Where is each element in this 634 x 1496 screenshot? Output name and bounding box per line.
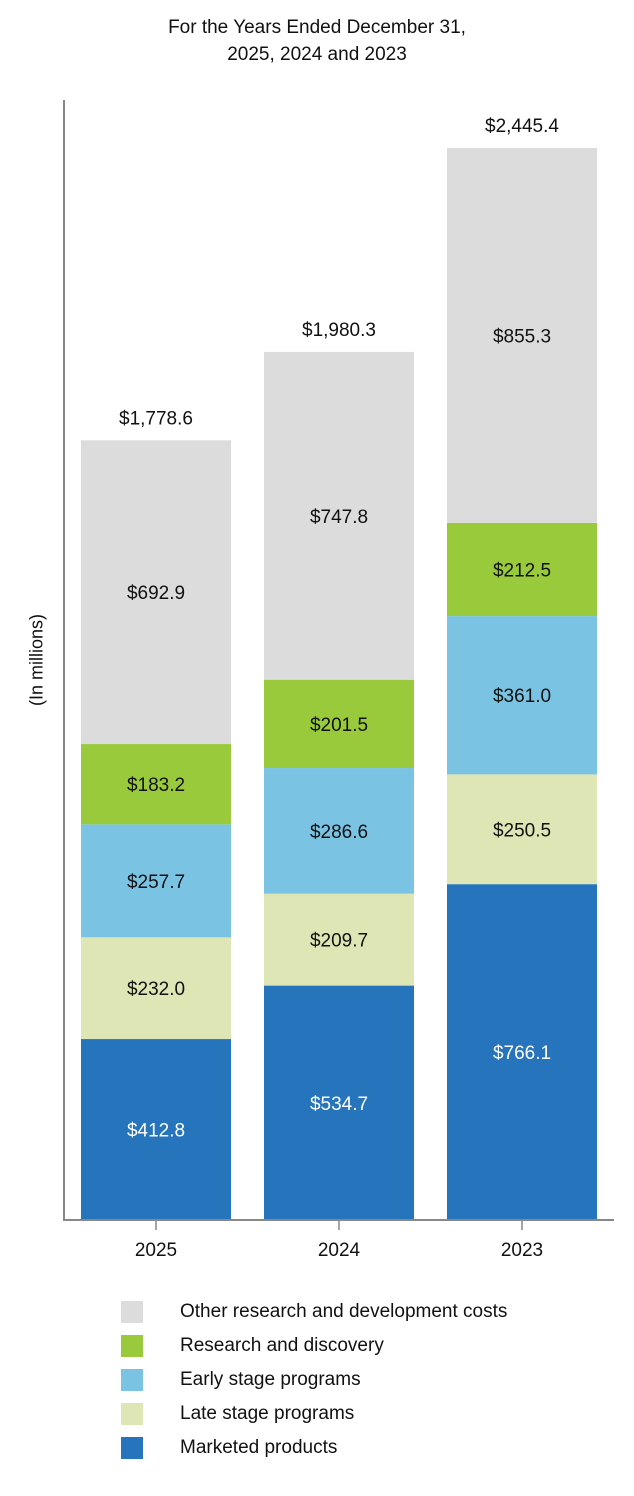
segment-value-label: $412.8 [127,1121,185,1142]
bar-segment [264,985,414,1220]
bar-segment [81,824,231,938]
x-tick-label: 2025 [135,1240,177,1261]
segment-value-label: $212.5 [493,561,551,582]
segment-value-label: $209.7 [310,931,368,952]
legend-label: Late stage programs [180,1403,355,1424]
bar-segment [447,884,597,1220]
segment-value-label: $183.2 [127,775,185,796]
legend-label: Research and discovery [180,1335,384,1356]
bar-segment [447,522,597,617]
bar-segment [264,679,414,769]
bar-segment [264,351,414,680]
x-tick-label: 2024 [318,1240,361,1261]
segment-value-label: $257.7 [127,872,185,893]
bar-segment [447,774,597,885]
chart-title: For the Years Ended December 31, [168,17,466,38]
bar-total-label: $1,778.6 [119,408,193,429]
segment-value-label: $766.1 [493,1043,551,1064]
segment-value-label: $361.0 [493,686,551,707]
x-tick-label: 2023 [501,1240,543,1261]
segment-value-label: $250.5 [493,820,551,841]
legend-label: Marketed products [180,1437,338,1458]
bar-segment [447,148,597,523]
bar-segment [264,893,414,986]
segment-value-label: $286.6 [310,822,368,843]
chart-title-block: For the Years Ended December 31, 2025, 2… [0,14,634,68]
bar-segment [81,440,231,745]
chart-subtitle: 2025, 2024 and 2023 [227,44,407,65]
legend-label: Other research and development costs [180,1301,508,1322]
legend-swatch [121,1301,143,1323]
segment-value-label: $232.0 [127,979,185,1000]
segment-value-label: $855.3 [493,326,551,347]
bar-segment [264,768,414,894]
legend-swatch [121,1437,143,1459]
bar-segment [81,744,231,825]
segment-value-label: $201.5 [310,715,368,736]
stacked-bar-chart: $412.8 $232.0 $257.7 $183.2 $692.9 $1,778.6 20… [63,100,614,1261]
legend-swatch [121,1369,143,1391]
bar-segment [81,1039,231,1220]
segment-value-label: $747.8 [310,507,368,528]
bar-segment [81,937,231,1040]
legend-swatch [121,1403,143,1425]
bar-segment [447,616,597,775]
legend-label: Early stage programs [180,1369,361,1390]
bar-total-label: $2,445.4 [485,116,559,137]
legend-swatch [121,1335,143,1357]
segment-value-label: $692.9 [127,583,185,604]
bar-total-label: $1,980.3 [302,320,376,341]
segment-value-label: $534.7 [310,1094,368,1115]
